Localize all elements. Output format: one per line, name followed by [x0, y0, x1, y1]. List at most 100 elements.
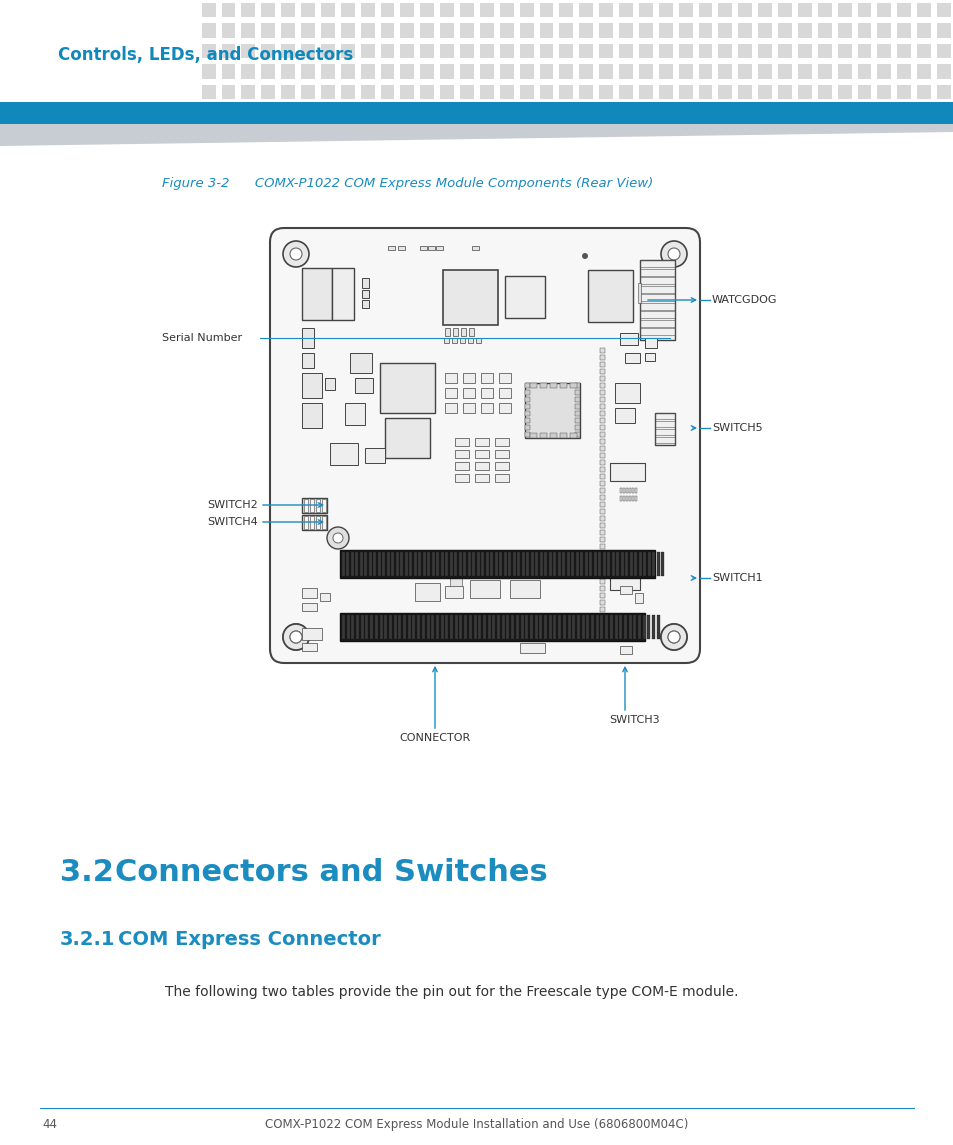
Bar: [351, 615, 354, 639]
Bar: [302, 643, 316, 652]
Text: SWITCH3: SWITCH3: [609, 714, 659, 725]
Bar: [400, 64, 414, 79]
Bar: [524, 418, 530, 423]
Text: Figure 3-2      COMX-P1022 COM Express Module Components (Rear View): Figure 3-2 COMX-P1022 COM Express Module…: [162, 176, 653, 190]
Bar: [325, 378, 335, 390]
Bar: [360, 3, 375, 17]
Bar: [599, 614, 604, 619]
Bar: [524, 390, 530, 395]
Bar: [182, 3, 195, 17]
Bar: [439, 3, 454, 17]
Bar: [738, 23, 752, 38]
Bar: [360, 23, 375, 38]
Bar: [400, 3, 414, 17]
Bar: [302, 589, 316, 598]
Text: The following two tables provide the pin out for the Freescale type COM-E module: The following two tables provide the pin…: [165, 985, 738, 998]
Bar: [916, 85, 930, 98]
Bar: [241, 44, 255, 58]
Text: CONNECTOR: CONNECTOR: [399, 733, 470, 743]
Bar: [0, 0, 953, 102]
Bar: [355, 552, 358, 576]
Bar: [499, 3, 514, 17]
Bar: [369, 552, 372, 576]
Bar: [511, 615, 514, 639]
Bar: [102, 3, 116, 17]
Bar: [301, 3, 314, 17]
Bar: [678, 3, 692, 17]
Bar: [370, 615, 373, 639]
Bar: [388, 246, 395, 250]
Bar: [23, 23, 37, 38]
Bar: [320, 85, 335, 98]
Bar: [504, 276, 544, 318]
Bar: [459, 23, 474, 38]
Bar: [778, 44, 791, 58]
Bar: [575, 390, 579, 395]
Bar: [479, 3, 494, 17]
Bar: [182, 64, 195, 79]
Bar: [524, 397, 530, 402]
Bar: [302, 498, 327, 513]
Bar: [495, 450, 509, 458]
Bar: [403, 615, 406, 639]
Bar: [598, 85, 613, 98]
Bar: [346, 552, 349, 576]
Bar: [539, 64, 553, 79]
Bar: [450, 615, 453, 639]
Bar: [599, 564, 604, 570]
Bar: [602, 552, 605, 576]
Bar: [535, 552, 537, 576]
Bar: [281, 44, 294, 58]
Bar: [857, 23, 871, 38]
Bar: [639, 294, 675, 301]
Bar: [623, 615, 626, 639]
Bar: [428, 246, 435, 250]
Bar: [599, 376, 604, 381]
Bar: [638, 283, 640, 303]
Bar: [817, 3, 831, 17]
Bar: [618, 85, 633, 98]
Bar: [391, 552, 395, 576]
Bar: [384, 615, 387, 639]
Bar: [427, 552, 430, 576]
Bar: [558, 64, 573, 79]
Circle shape: [333, 534, 343, 543]
Bar: [599, 439, 604, 444]
Bar: [652, 615, 655, 639]
Bar: [578, 64, 593, 79]
Bar: [414, 552, 416, 576]
Bar: [599, 474, 604, 479]
Bar: [301, 85, 314, 98]
Text: COM Express Connector: COM Express Connector: [118, 930, 380, 949]
Bar: [479, 64, 494, 79]
Bar: [639, 277, 675, 284]
Bar: [659, 64, 672, 79]
Bar: [620, 552, 623, 576]
Bar: [360, 64, 375, 79]
Bar: [678, 44, 692, 58]
Bar: [718, 23, 732, 38]
Bar: [379, 363, 435, 413]
Bar: [281, 64, 294, 79]
Bar: [524, 432, 530, 437]
Bar: [609, 615, 612, 639]
Bar: [642, 615, 645, 639]
Bar: [439, 85, 454, 98]
Bar: [495, 474, 509, 482]
Bar: [510, 581, 539, 598]
Bar: [571, 552, 574, 576]
Bar: [550, 382, 557, 388]
Bar: [63, 44, 76, 58]
Bar: [758, 44, 771, 58]
Circle shape: [667, 631, 679, 643]
Bar: [596, 615, 598, 639]
Bar: [778, 23, 791, 38]
Bar: [142, 44, 156, 58]
Bar: [304, 516, 308, 529]
Bar: [201, 64, 215, 79]
Bar: [320, 64, 335, 79]
Bar: [584, 552, 587, 576]
Bar: [462, 373, 475, 382]
Bar: [659, 85, 672, 98]
Bar: [539, 3, 553, 17]
